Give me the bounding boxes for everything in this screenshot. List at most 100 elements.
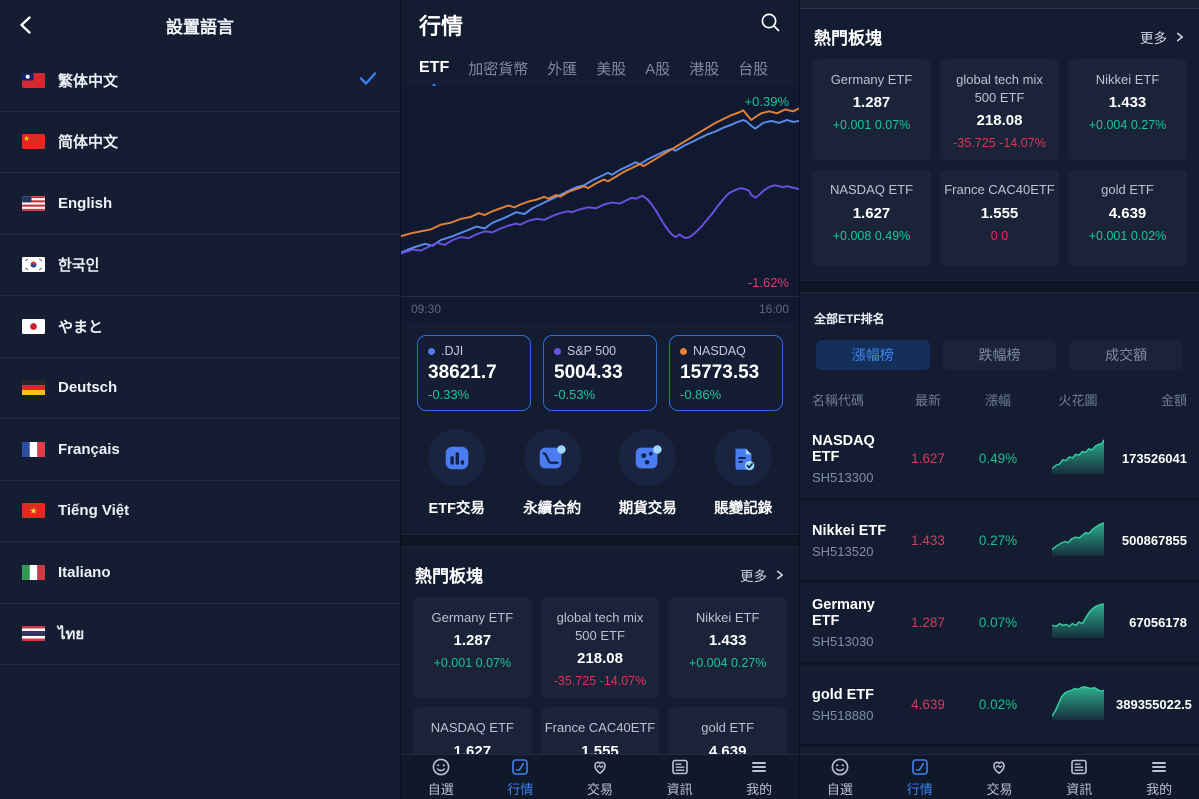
tab-turnover[interactable]: 成交額 xyxy=(1069,340,1184,371)
pill-label: 跌幅榜 xyxy=(978,347,1021,364)
card-value: 1.433 xyxy=(1108,94,1147,112)
language-item-english[interactable]: English xyxy=(0,173,400,235)
tab-us-stocks[interactable]: 美股 xyxy=(596,58,626,79)
nav-item-mine[interactable]: 我的 xyxy=(1119,755,1199,799)
quick-action-perpetual[interactable]: 永續合約 xyxy=(505,429,601,518)
col-amount: 金額 xyxy=(1160,393,1187,409)
nav-label: 自選 xyxy=(826,782,853,797)
tab-tw-stocks[interactable]: 台股 xyxy=(738,58,768,79)
tab-gainers[interactable]: 漲幅榜 xyxy=(816,340,930,371)
document-check-icon xyxy=(714,429,772,486)
language-item-french[interactable]: Français xyxy=(0,419,400,481)
card-name: NASDAQ ETF xyxy=(829,182,914,198)
search-icon xyxy=(761,13,780,32)
bubbles-icon xyxy=(619,429,677,486)
nav-item-trade[interactable]: 交易 xyxy=(560,755,640,799)
card-change: +0.004 0.27% xyxy=(688,656,767,671)
chevron-left-icon xyxy=(20,16,31,34)
ranking-section-title: 全部ETF排名 xyxy=(814,312,885,327)
language-item-vietnamese[interactable]: Tiếng Việt xyxy=(0,481,400,542)
hot-card-germany-etf[interactable]: Germany ETF 1.287 +0.001 0.07% xyxy=(812,59,931,161)
search-button[interactable] xyxy=(760,12,781,38)
language-label: 한국인 xyxy=(58,257,100,275)
nav-item-watchlist[interactable]: 自選 xyxy=(401,755,481,799)
price-cell: 1.627 xyxy=(911,451,945,467)
quick-action-etf-trade[interactable]: ETF交易 xyxy=(409,429,505,518)
col-sparkline: 火花圖 xyxy=(1058,393,1098,409)
nav-item-mine[interactable]: 我的 xyxy=(719,755,799,799)
line-chart-svg xyxy=(401,107,799,255)
chevron-right-icon xyxy=(776,570,784,579)
col-change: 漲幅 xyxy=(984,393,1011,409)
language-item-simplified-chinese[interactable]: 简体中文 xyxy=(0,112,400,173)
menu-lines-icon xyxy=(1152,762,1167,772)
language-label: ไทย xyxy=(58,625,85,643)
hot-card-nasdaq-etf[interactable]: NASDAQ ETF 1.627 +0.008 0.49% xyxy=(812,169,931,267)
tab-etf[interactable]: ETF xyxy=(419,59,449,91)
language-item-korean[interactable]: 한국인 xyxy=(0,235,400,296)
tab-crypto[interactable]: 加密貨幣 xyxy=(468,58,528,79)
card-change: +0.001 0.02% xyxy=(1088,228,1167,243)
hot-card-france-cac40[interactable]: France CAC40ETF 1.555 0 0 xyxy=(940,169,1059,267)
tab-forex[interactable]: 外匯 xyxy=(547,58,577,79)
germany-flag-icon xyxy=(22,380,45,396)
nav-item-market[interactable]: 行情 xyxy=(880,755,960,799)
tab-hk-stocks[interactable]: 港股 xyxy=(689,58,719,79)
nav-label: 行情 xyxy=(507,782,534,797)
nav-item-trade[interactable]: 交易 xyxy=(960,755,1040,799)
language-item-italian[interactable]: Italiano xyxy=(0,542,400,604)
nav-item-market[interactable]: 行情 xyxy=(481,755,561,799)
price-cell: 4.639 xyxy=(911,697,945,713)
card-value: 1.433 xyxy=(708,632,747,650)
quick-action-label: 賬變記錄 xyxy=(714,501,773,517)
sparkline-chart xyxy=(1040,438,1116,479)
tab-losers[interactable]: 跌幅榜 xyxy=(942,340,1057,371)
news-icon xyxy=(1071,759,1088,775)
language-item-traditional-chinese[interactable]: 繁体中文 xyxy=(0,50,400,112)
col-name-code: 名稱代碼 xyxy=(812,393,865,409)
more-link[interactable]: 更多 xyxy=(1140,27,1185,47)
hot-card-global-tech[interactable]: global tech mix 500 ETF 218.08 -35.725 -… xyxy=(540,597,660,699)
nav-item-watchlist[interactable]: 自選 xyxy=(800,755,880,799)
card-value: 1.555 xyxy=(980,204,1019,222)
pct-cell: 0.49% xyxy=(978,451,1018,467)
hot-card-global-tech[interactable]: global tech mix 500 ETF 218.08 -35.725 -… xyxy=(940,59,1059,161)
hot-card-nikkei-etf[interactable]: Nikkei ETF 1.433 +0.004 0.27% xyxy=(1068,59,1187,161)
quick-action-label: ETF交易 xyxy=(428,501,485,517)
index-card-nasdaq[interactable]: NASDAQ 15773.53 -0.86% xyxy=(669,335,783,411)
hot-card-germany-etf[interactable]: Germany ETF 1.287 +0.001 0.07% xyxy=(413,597,532,699)
language-item-german[interactable]: Deutsch xyxy=(0,358,400,419)
quick-action-account-records[interactable]: 賬變記錄 xyxy=(696,429,792,518)
nav-item-news[interactable]: 資訊 xyxy=(640,755,720,799)
table-row-nasdaq-etf[interactable]: NASDAQ ETF SH513300 1.627 0.49% 17352604… xyxy=(800,419,1199,502)
hot-card-nikkei-etf[interactable]: Nikkei ETF 1.433 +0.004 0.27% xyxy=(668,597,787,699)
tab-a-shares[interactable]: A股 xyxy=(645,58,670,79)
table-row-nikkei-etf[interactable]: Nikkei ETF SH513520 1.433 0.27% 50086785… xyxy=(800,501,1199,584)
bottom-nav: 自選 行情 交易 資訊 我的 xyxy=(800,754,1199,799)
tab-label: 美股 xyxy=(596,60,627,78)
index-card-dji[interactable]: .DJI 38621.7 -0.33% xyxy=(417,335,531,411)
index-card-sp500[interactable]: S&P 500 5004.33 -0.53% xyxy=(543,335,657,411)
table-row-germany-etf[interactable]: Germany ETF SH513030 1.287 0.07% 6705617… xyxy=(800,583,1199,666)
section-separator xyxy=(800,280,1199,294)
nav-label: 自選 xyxy=(427,782,454,797)
back-button[interactable] xyxy=(16,14,38,36)
smiley-icon xyxy=(831,758,849,776)
index-value: 5004.33 xyxy=(554,362,623,383)
table-row-gold-etf[interactable]: gold ETF SH518880 4.639 0.02% 389355022.… xyxy=(800,665,1199,748)
card-value: 1.287 xyxy=(453,632,492,650)
name-code-cell: Nikkei ETF SH513520 xyxy=(812,522,887,559)
tab-label: 台股 xyxy=(738,60,769,78)
language-item-thai[interactable]: ไทย xyxy=(0,604,400,665)
language-list: 繁体中文 简体中文 English 한국인 やまと xyxy=(0,50,400,665)
south-korea-flag-icon xyxy=(22,257,45,273)
amount-cell: 500867855 xyxy=(1121,533,1187,549)
ranking-table-header: 名稱代碼 最新 漲幅 火花圖 金額 xyxy=(800,382,1199,419)
hot-card-gold-etf[interactable]: gold ETF 4.639 +0.001 0.02% xyxy=(1068,169,1187,267)
hot-sector-cards: Germany ETF 1.287 +0.001 0.07% global te… xyxy=(800,59,1199,267)
language-item-japanese[interactable]: やまと xyxy=(0,296,400,358)
nav-item-news[interactable]: 資訊 xyxy=(1039,755,1119,799)
more-link[interactable]: 更多 xyxy=(740,565,785,585)
card-name: gold ETF xyxy=(1101,182,1154,198)
quick-action-futures[interactable]: 期貨交易 xyxy=(600,429,696,518)
